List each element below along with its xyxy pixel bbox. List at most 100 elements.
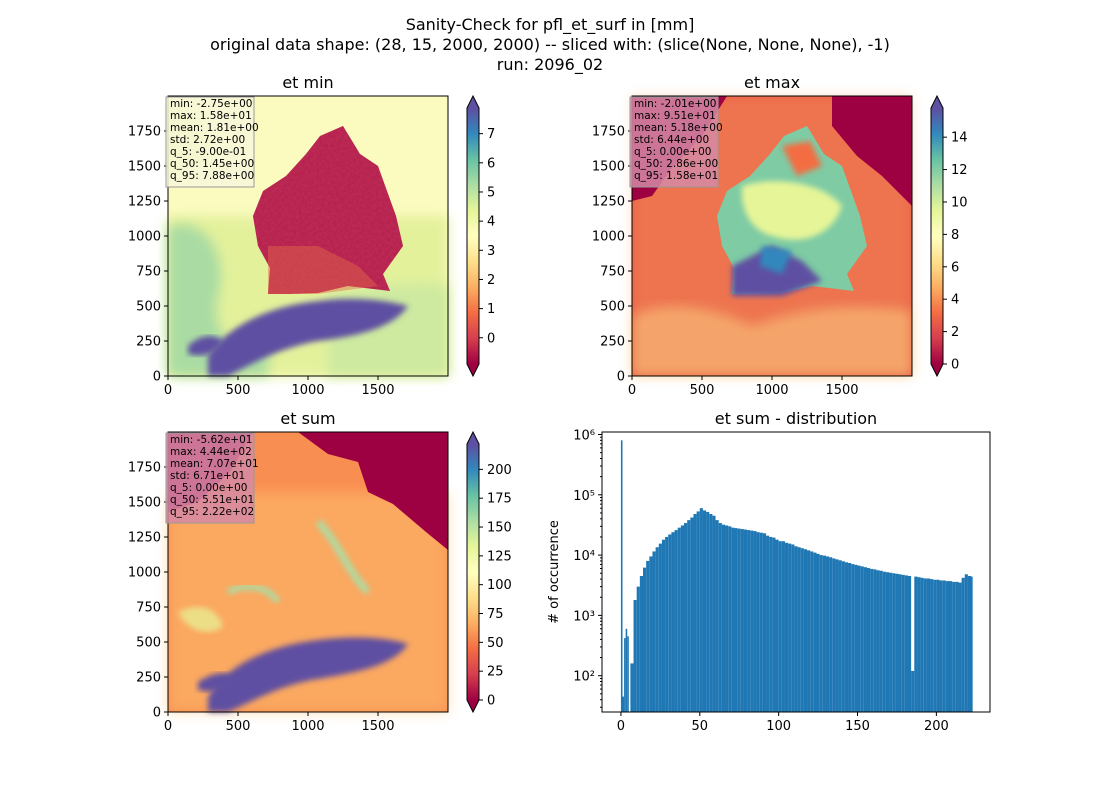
histogram-bar: [825, 556, 830, 712]
histogram-bar: [967, 576, 972, 712]
colorbar-tick-label: 150: [487, 521, 512, 536]
stats-box-background: [165, 432, 255, 524]
histogram-bar: [866, 568, 871, 712]
axes-title: et max: [744, 73, 800, 92]
histogram-bar: [955, 581, 959, 712]
colorbar-extend-max: [467, 432, 479, 444]
histogram-bar: [851, 564, 855, 712]
histogram-bar: [715, 520, 719, 712]
histogram-bar: [822, 555, 826, 712]
histogram-bar: [813, 552, 817, 712]
histogram-bar: [948, 581, 953, 712]
histogram-bar: [759, 532, 763, 712]
histogram-bar: [655, 547, 659, 712]
histogram-bar: [810, 551, 814, 712]
stats-line: q_50: 5.51e+01: [170, 494, 254, 506]
histogram-bar: [661, 539, 666, 712]
histogram-bar: [781, 541, 785, 712]
colorbar-tick-label: 7: [487, 127, 495, 142]
y-tick-label: 250: [136, 335, 161, 350]
colorbar-extend-max: [931, 96, 943, 108]
histogram-bar: [939, 580, 943, 712]
histogram-bar: [961, 577, 965, 712]
stats-line: q_5: -9.00e-01: [170, 146, 246, 158]
histogram-bar: [784, 542, 789, 712]
histogram-bar: [911, 670, 915, 712]
x-tick-label: 1000: [291, 383, 324, 398]
colorbar-tick-label: 12: [951, 163, 968, 178]
histogram-bar: [860, 566, 864, 712]
colorbar-tick-label: 175: [487, 492, 512, 507]
histogram-bar: [753, 531, 757, 712]
colorbar-tick-label: 6: [487, 156, 495, 171]
x-tick-label: 500: [690, 383, 715, 398]
y-tick-label: 750: [600, 265, 625, 280]
stats-box-background: [165, 96, 255, 188]
histogram-bar: [895, 573, 899, 712]
y-tick-label: 0: [153, 706, 161, 721]
histogram-bar: [718, 523, 722, 712]
colorbar-tick-label: 0: [487, 694, 495, 709]
y-tick-label: 10³: [573, 609, 595, 624]
colorbar-extend-max: [467, 96, 479, 108]
histogram-bar: [838, 560, 842, 712]
histogram-bar: [687, 520, 691, 712]
colorbar-tick-label: 2: [951, 325, 959, 340]
histogram-bar: [923, 578, 927, 712]
histogram-bar: [848, 562, 852, 712]
colorbar-tick-label: 10: [951, 195, 968, 210]
histogram-bar: [882, 571, 886, 712]
stats-line: mean: 1.81e+00: [170, 122, 259, 134]
histogram-bar: [807, 550, 811, 712]
histogram-bar: [652, 551, 656, 712]
histogram-bar: [907, 576, 912, 712]
y-tick-label: 0: [153, 370, 161, 385]
y-tick-label: 750: [136, 601, 161, 616]
stats-box-background: [629, 96, 719, 188]
stats-line: min: -5.62e+01: [170, 434, 252, 446]
histogram-bar: [936, 579, 940, 712]
colorbar-tick-label: 6: [951, 260, 959, 275]
histogram-bar: [740, 529, 744, 712]
stats-line: min: -2.75e+00: [170, 98, 252, 110]
histogram-bar: [841, 561, 845, 712]
y-tick-label: 250: [136, 671, 161, 686]
y-tick-label: 1000: [128, 566, 161, 581]
histogram-bar: [829, 557, 833, 712]
colorbar-tick-label: 75: [487, 607, 504, 622]
map-panel: et max 0 500 1000 1500 0 250 500 750 1000 1250 1500…: [592, 73, 968, 398]
histogram-bar: [879, 570, 883, 712]
histogram-bar: [863, 567, 867, 712]
histogram-bar: [791, 544, 795, 712]
colorbar-tick-label: 0: [487, 331, 495, 346]
histogram-bar: [699, 508, 703, 712]
histogram-bar: [933, 579, 937, 712]
histogram-bar: [898, 574, 902, 712]
histogram-bar: [876, 570, 880, 712]
colorbar-tick-label: 2: [487, 273, 495, 288]
histogram-bar: [772, 537, 776, 712]
figure-title-line: Sanity-Check for pfl_et_surf in [mm]: [406, 15, 695, 35]
histogram-bar: [677, 527, 681, 712]
histogram-bar: [945, 581, 949, 712]
histogram-bar: [702, 510, 707, 712]
histogram-bar: [835, 559, 839, 712]
histogram-bar: [725, 525, 729, 712]
axes-title: et sum - distribution: [715, 409, 877, 428]
x-tick-label: 0: [617, 719, 625, 734]
histogram-bar: [709, 514, 713, 712]
histogram-bar: [743, 529, 748, 712]
histogram-bar: [696, 511, 700, 712]
histogram-bar: [734, 528, 738, 712]
histogram-bar: [624, 638, 626, 712]
histogram-bar: [904, 575, 908, 712]
y-tick-label: 1500: [128, 496, 161, 511]
histogram-bar: [969, 576, 973, 712]
x-tick-label: 1500: [361, 383, 394, 398]
stats-line: mean: 5.18e+00: [634, 122, 723, 134]
histogram-bar: [684, 523, 688, 712]
histogram-bar: [769, 536, 773, 712]
